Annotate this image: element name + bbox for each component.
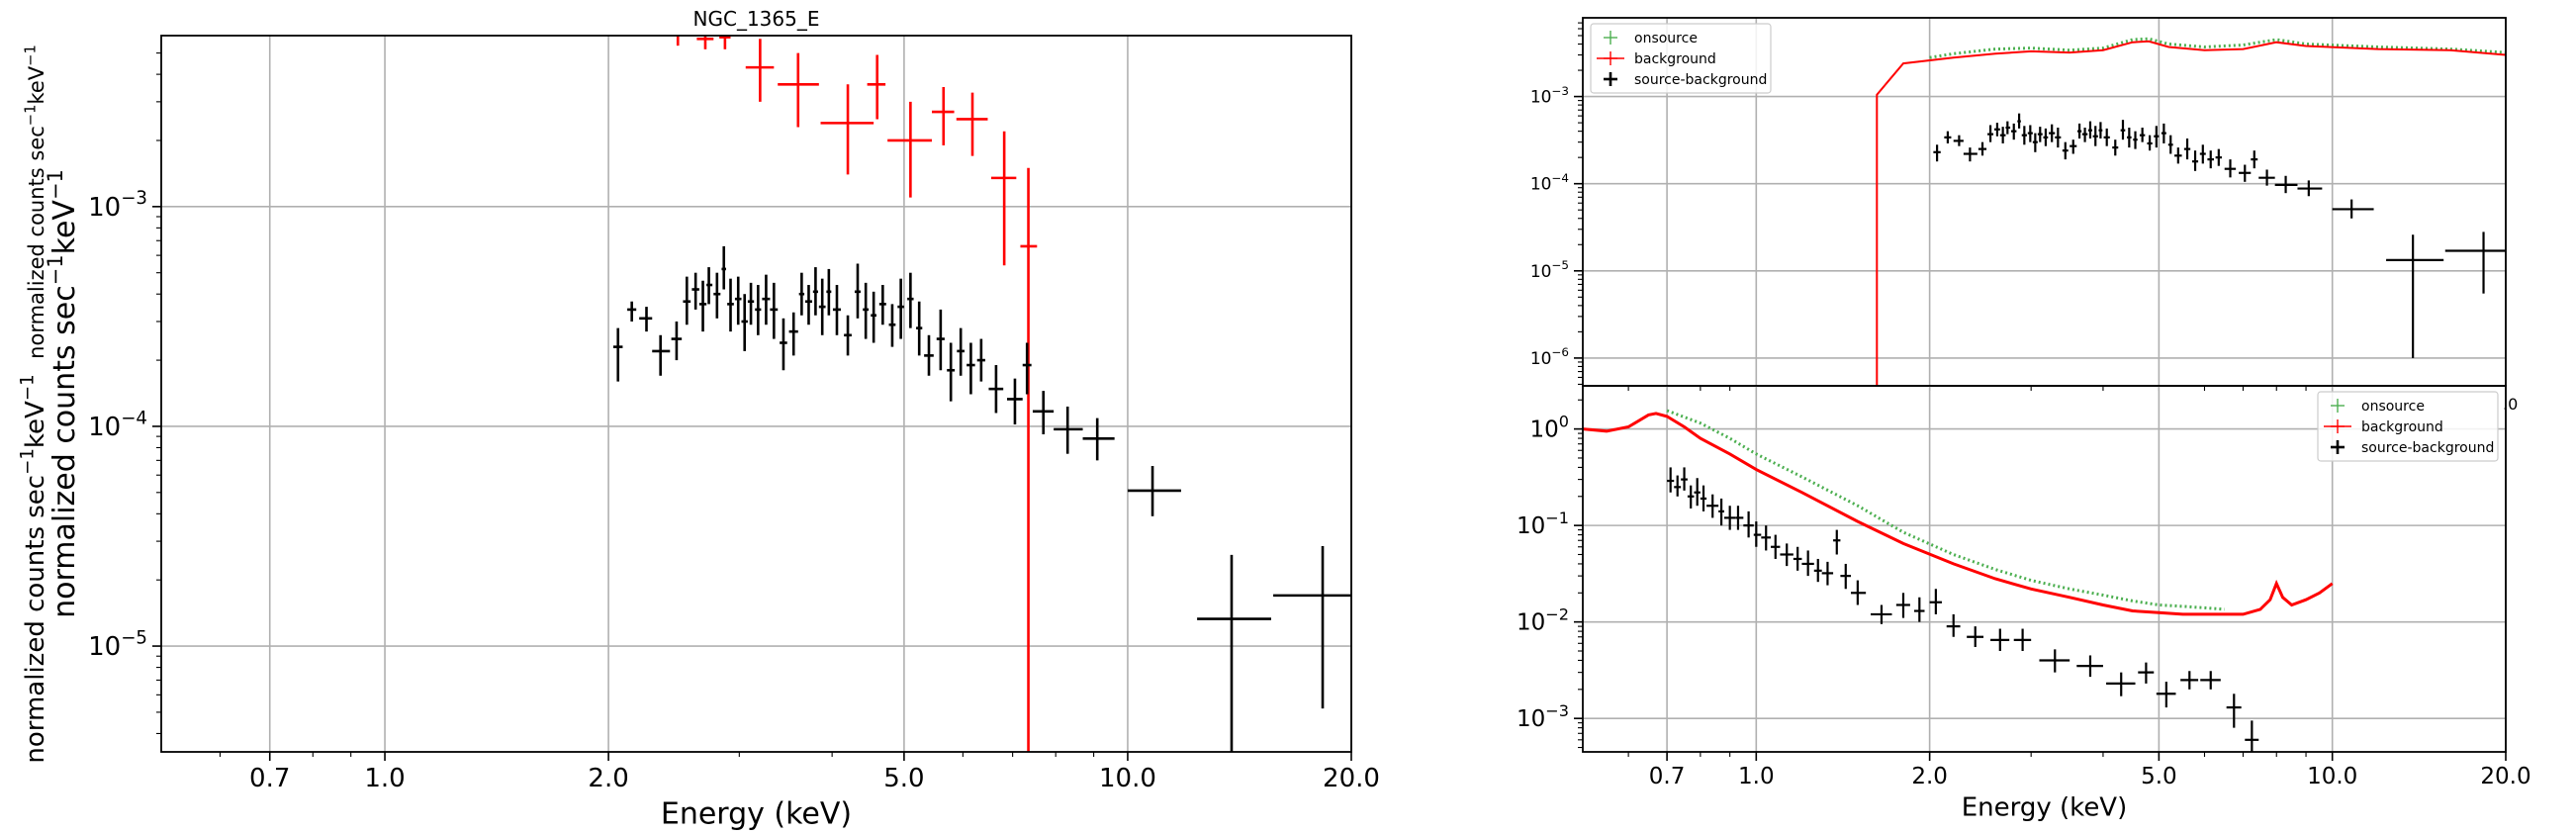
legend: onsource background source-background <box>1590 23 1772 94</box>
x-tick-label: 0.7 <box>249 764 290 793</box>
legend-label: source-background <box>2361 440 2494 456</box>
legend: onsource background source-background <box>2317 391 2499 462</box>
x-tick-label: 10.0 <box>1099 764 1156 793</box>
top-right-chart: 10−6 10−5 10−4 10−3 normalized counts sec−1k… <box>23 17 2507 391</box>
x-tick-label: 20.0 <box>1323 764 1380 793</box>
y-tick-label: 10−3 <box>1530 84 1569 108</box>
x-tick-label: 2.0 <box>588 764 628 793</box>
x-axis-label: Energy (keV) <box>1962 793 2128 823</box>
y-tick-label: 10−4 <box>1530 171 1569 195</box>
y-tick-label: 10−3 <box>1517 701 1569 732</box>
legend-box <box>2317 391 2499 462</box>
legend-label: background <box>2361 419 2443 435</box>
background-line <box>1876 40 2506 386</box>
x-tick-label: 0.7 <box>1649 764 1686 789</box>
x-tick-label: 2.0 <box>1911 764 1948 789</box>
y-tick-label: 10−1 <box>1517 509 1569 539</box>
legend-box <box>1590 23 1772 94</box>
left-chart: 10−5 10−4 10−3 0.7 1.0 2.0 5.0 10.0 20.0 Energy (… <box>44 7 1380 832</box>
y-axis-label: normalized counts sec−1keV−1 <box>23 45 48 359</box>
legend-label: onsource <box>2361 399 2425 415</box>
y-tick-label: 10−3 <box>88 188 147 223</box>
y-tick-label: 100 <box>1529 412 1569 442</box>
legend-label: background <box>1634 51 1716 67</box>
y-tick-label: 10−5 <box>1530 258 1569 282</box>
plot-area <box>1583 409 2334 752</box>
bottom-right-chart: 10−3 10−2 10−1 100 0.7 1.0 2.0 5.0 10.0 20.0 Energ… <box>18 374 2531 822</box>
x-tick-label: 1.0 <box>364 764 405 793</box>
background-line <box>1583 412 2334 616</box>
plot-area <box>612 36 1351 752</box>
y-tick-label: 10−5 <box>88 627 147 662</box>
y-axis-label: normalized counts sec−1keV−1 <box>18 374 50 763</box>
onsource-line <box>1929 37 2506 59</box>
legend-label: onsource <box>1634 31 1698 46</box>
x-tick-label: 5.0 <box>883 764 924 793</box>
plot-area <box>1876 37 2506 386</box>
y-tick-label: 10−6 <box>1530 345 1569 369</box>
chart-title: NGC_1365_E <box>693 7 820 31</box>
y-tick-label: 10−2 <box>1517 604 1569 635</box>
axes-frame <box>1582 385 2507 753</box>
x-tick-label: 5.0 <box>2141 764 2177 789</box>
x-axis-label: Energy (keV) <box>661 797 852 832</box>
axes-frame <box>160 35 1352 753</box>
y-axis-label: normalized counts sec−1keV−1 <box>44 169 82 618</box>
x-tick-label: 10.0 <box>2307 764 2357 789</box>
x-tick-label: 1.0 <box>1738 764 1775 789</box>
legend-label: source-background <box>1634 72 1767 88</box>
overlapping-tick-label: .0 <box>2503 395 2518 414</box>
y-tick-label: 10−4 <box>88 408 147 442</box>
x-tick-label: 20.0 <box>2480 764 2530 789</box>
onsource-line <box>1666 409 2225 611</box>
